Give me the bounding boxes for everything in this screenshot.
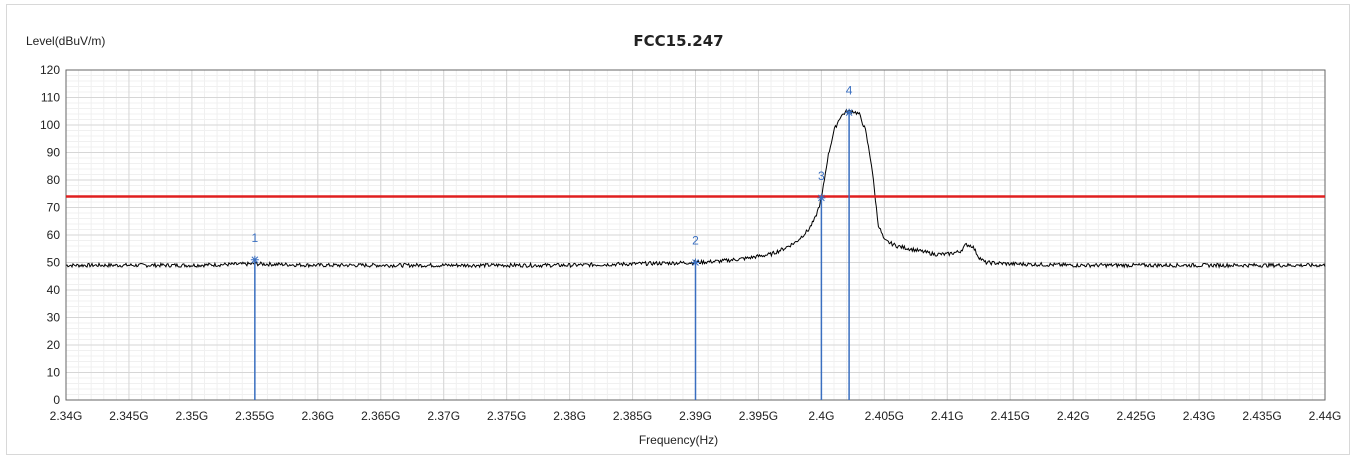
- y-axis-label: Level(dBuV/m): [26, 34, 106, 48]
- marker-label: 3: [818, 169, 825, 183]
- y-tick-label: 10: [47, 366, 61, 380]
- x-tick-label: 2.395G: [739, 409, 778, 423]
- marker-point: [691, 258, 700, 267]
- x-tick-label: 2.345G: [109, 409, 148, 423]
- x-tick-label: 2.435G: [1242, 409, 1281, 423]
- y-tick-label: 50: [47, 256, 61, 270]
- y-tick-label: 120: [40, 63, 60, 77]
- x-tick-label: 2.365G: [361, 409, 400, 423]
- x-tick-label: 2.405G: [865, 409, 904, 423]
- marker-point: [817, 193, 826, 202]
- marker-point: [250, 255, 259, 264]
- x-tick-label: 2.425G: [1116, 409, 1155, 423]
- x-tick-label: 2.34G: [50, 409, 83, 423]
- y-tick-label: 110: [41, 91, 60, 105]
- x-tick-label: 2.42G: [1057, 409, 1090, 423]
- marker-label: 2: [692, 234, 699, 248]
- marker-label: 1: [252, 231, 259, 245]
- x-tick-label: 2.375G: [487, 409, 526, 423]
- y-tick-label: 60: [47, 228, 61, 242]
- x-tick-label: 2.36G: [301, 409, 334, 423]
- y-tick-label: 30: [47, 311, 61, 325]
- y-tick-label: 0: [53, 393, 60, 407]
- x-tick-label: 2.44G: [1309, 409, 1342, 423]
- y-tick-label: 80: [47, 173, 61, 187]
- y-tick-label: 100: [40, 118, 60, 132]
- x-tick-label: 2.39G: [679, 409, 712, 423]
- y-tick-label: 70: [47, 201, 61, 215]
- marker-label: 4: [846, 84, 853, 98]
- y-tick-label: 40: [47, 283, 61, 297]
- x-tick-label: 2.41G: [931, 409, 964, 423]
- y-tick-label: 90: [47, 146, 61, 160]
- x-axis-label: Frequency(Hz): [638, 433, 719, 447]
- x-tick-label: 2.4G: [808, 409, 834, 423]
- marker-point: [845, 108, 854, 117]
- y-tick-label: 20: [47, 338, 61, 352]
- x-tick-label: 2.37G: [427, 409, 460, 423]
- x-tick-label: 2.38G: [553, 409, 586, 423]
- x-tick-label: 2.43G: [1183, 409, 1216, 423]
- grid: [65, 69, 1326, 401]
- x-tick-label: 2.415G: [991, 409, 1030, 423]
- x-tick-label: 2.355G: [235, 409, 274, 423]
- chart-title: FCC15.247: [633, 32, 724, 50]
- x-tick-label: 2.35G: [176, 409, 209, 423]
- x-tick-label: 2.385G: [613, 409, 652, 423]
